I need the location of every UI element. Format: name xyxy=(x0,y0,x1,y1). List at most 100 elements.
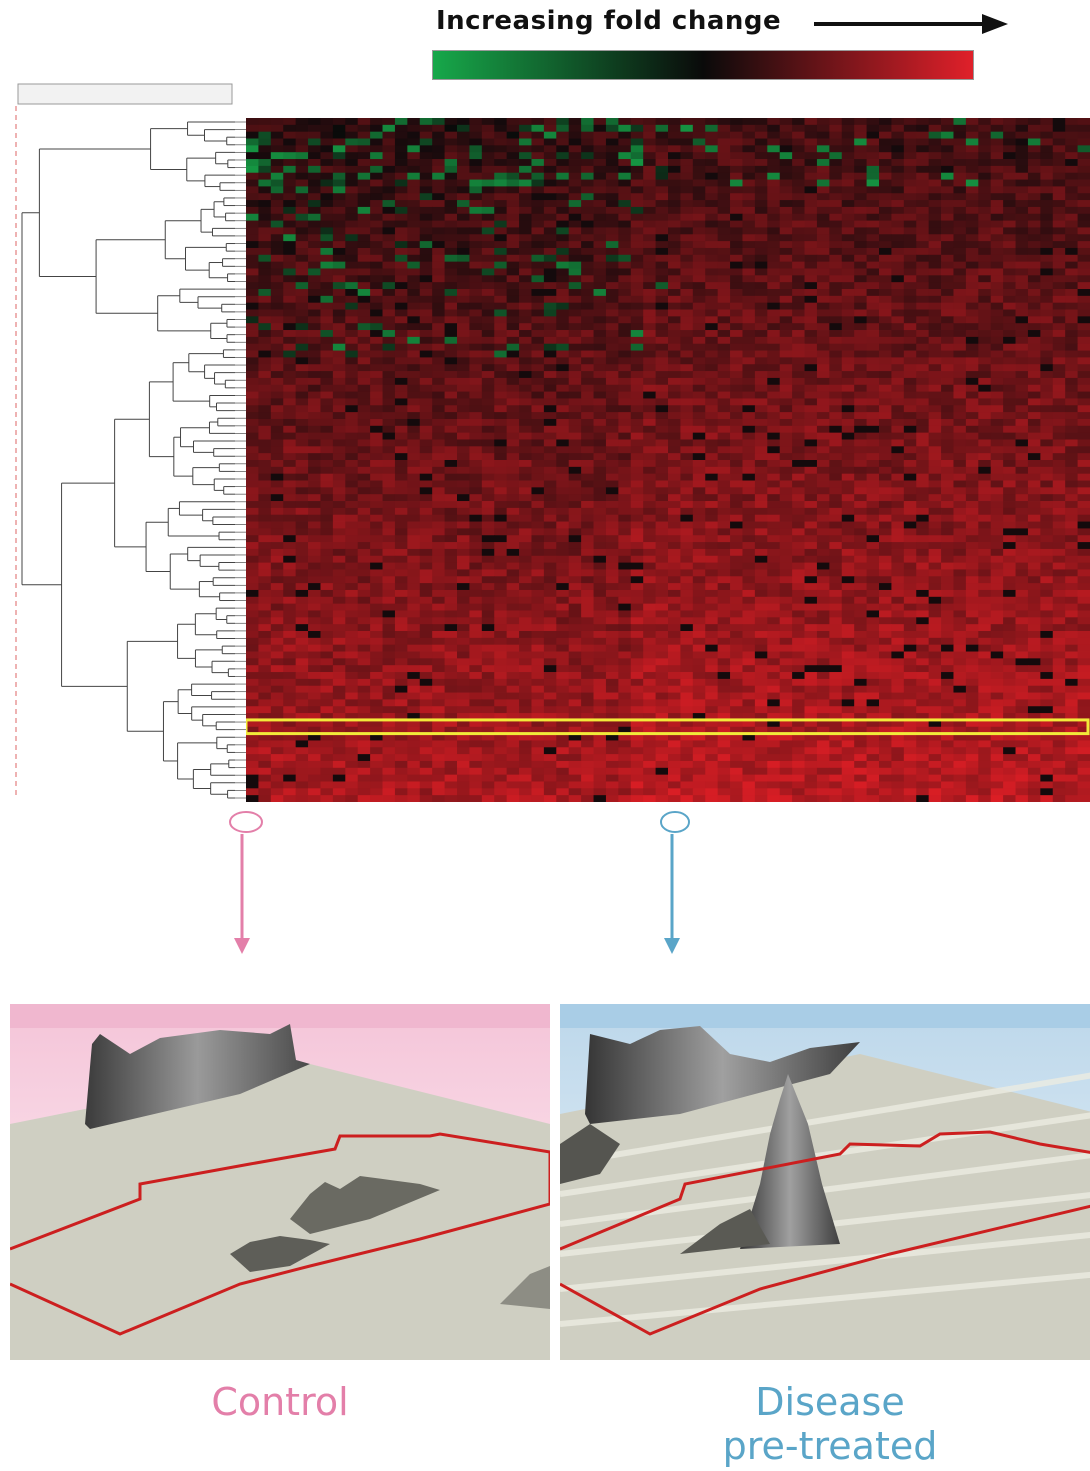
heatmap-cell xyxy=(928,528,942,536)
heatmap-cell xyxy=(295,494,309,502)
heatmap-cell xyxy=(854,343,867,351)
heatmap-cell xyxy=(742,261,756,269)
heatmap-cell xyxy=(1040,234,1054,242)
heatmap-cell xyxy=(841,172,855,180)
heatmap-cell xyxy=(308,398,321,406)
heatmap-cell xyxy=(605,473,619,481)
heatmap-cell xyxy=(717,179,731,187)
heatmap-cell xyxy=(543,364,557,372)
heatmap-cell xyxy=(754,418,768,427)
heatmap-cell xyxy=(903,220,917,228)
heatmap-cell xyxy=(308,275,321,283)
heatmap-cell xyxy=(543,247,557,256)
heatmap-cell xyxy=(754,302,768,310)
heatmap-cell xyxy=(792,555,805,563)
heatmap-cell xyxy=(320,535,334,543)
heatmap-cell xyxy=(345,227,359,235)
heatmap-cell xyxy=(630,569,644,577)
heatmap-cell xyxy=(618,548,632,557)
heatmap-cell xyxy=(308,336,321,345)
heatmap-cell xyxy=(1065,152,1078,160)
heatmap-cell xyxy=(1065,309,1078,317)
heatmap-cell xyxy=(581,466,594,475)
heatmap-cell xyxy=(295,152,309,160)
heatmap-cell xyxy=(519,460,532,468)
heatmap-cell xyxy=(469,357,483,365)
heatmap-cell xyxy=(494,289,508,297)
heatmap-cell xyxy=(258,350,272,358)
heatmap-cell xyxy=(469,159,483,167)
heatmap-cell xyxy=(568,138,582,146)
heatmap-cell xyxy=(295,254,309,263)
heatmap-cell xyxy=(1015,555,1029,563)
heatmap-cell xyxy=(258,206,272,215)
heatmap-cell xyxy=(941,569,954,577)
heatmap-cell xyxy=(879,350,892,358)
heatmap-cell xyxy=(581,159,594,167)
heatmap-cell xyxy=(903,384,917,392)
heatmap-cell xyxy=(1027,480,1041,488)
heatmap-cell xyxy=(581,193,594,201)
heatmap-cell xyxy=(792,398,805,406)
heatmap-cell xyxy=(332,193,346,201)
heatmap-cell xyxy=(928,138,942,146)
heatmap-cell xyxy=(283,152,297,160)
heatmap-cell xyxy=(742,446,756,454)
heatmap-cell xyxy=(879,377,892,386)
heatmap-cell xyxy=(792,241,805,249)
heatmap-cell xyxy=(903,206,917,215)
heatmap-cell xyxy=(705,295,719,304)
heatmap-cell xyxy=(804,377,818,386)
heatmap-cell xyxy=(394,377,408,386)
heatmap-cell xyxy=(630,432,644,440)
heatmap-cell xyxy=(1040,473,1054,481)
heatmap-cell xyxy=(643,302,656,310)
heatmap-cell xyxy=(432,357,445,365)
heatmap-cell xyxy=(668,555,681,563)
heatmap-cell xyxy=(258,227,272,235)
heatmap-cell xyxy=(457,165,470,174)
heatmap-cell xyxy=(270,460,284,468)
heatmap-cell xyxy=(692,569,706,577)
heatmap-cell xyxy=(668,446,681,454)
heatmap-cell xyxy=(705,220,719,228)
heatmap-cell xyxy=(779,179,793,187)
heatmap-cell xyxy=(730,569,743,577)
heatmap-cell xyxy=(357,405,371,413)
heatmap-cell xyxy=(1015,405,1029,413)
heatmap-cell xyxy=(556,460,570,468)
heatmap-cell xyxy=(680,432,694,440)
heatmap-cell xyxy=(767,261,781,269)
heatmap-cell xyxy=(568,206,582,215)
heatmap-cell xyxy=(879,227,892,235)
heatmap-cell xyxy=(1003,377,1016,386)
heatmap-cell xyxy=(295,282,309,290)
heatmap-cell xyxy=(543,295,557,304)
heatmap-cell xyxy=(866,412,880,420)
heatmap-cell xyxy=(630,282,644,290)
heatmap-cell xyxy=(854,521,867,529)
heatmap-cell xyxy=(792,289,805,297)
heatmap-cell xyxy=(370,480,383,488)
heatmap-cell xyxy=(1040,261,1054,269)
heatmap-cell xyxy=(382,138,396,146)
heatmap-cell xyxy=(779,384,793,392)
heatmap-cell xyxy=(903,480,917,488)
heatmap-cell xyxy=(891,138,905,146)
heatmap-cell xyxy=(903,350,917,358)
heatmap-cell xyxy=(283,562,297,570)
heatmap-cell xyxy=(370,377,383,386)
heatmap-cell xyxy=(506,193,520,201)
heatmap-cell xyxy=(394,432,408,440)
heatmap-cell xyxy=(568,295,582,304)
heatmap-cell xyxy=(308,425,321,434)
heatmap-cell xyxy=(283,446,297,454)
heatmap-cell xyxy=(841,323,855,331)
heatmap-cell xyxy=(246,323,259,331)
heatmap-cell xyxy=(531,555,545,563)
heatmap-cell xyxy=(742,487,756,495)
heatmap-cell xyxy=(295,309,309,317)
heatmap-cell xyxy=(705,514,719,522)
heatmap-cell xyxy=(618,350,632,358)
heatmap-cell xyxy=(903,186,917,194)
